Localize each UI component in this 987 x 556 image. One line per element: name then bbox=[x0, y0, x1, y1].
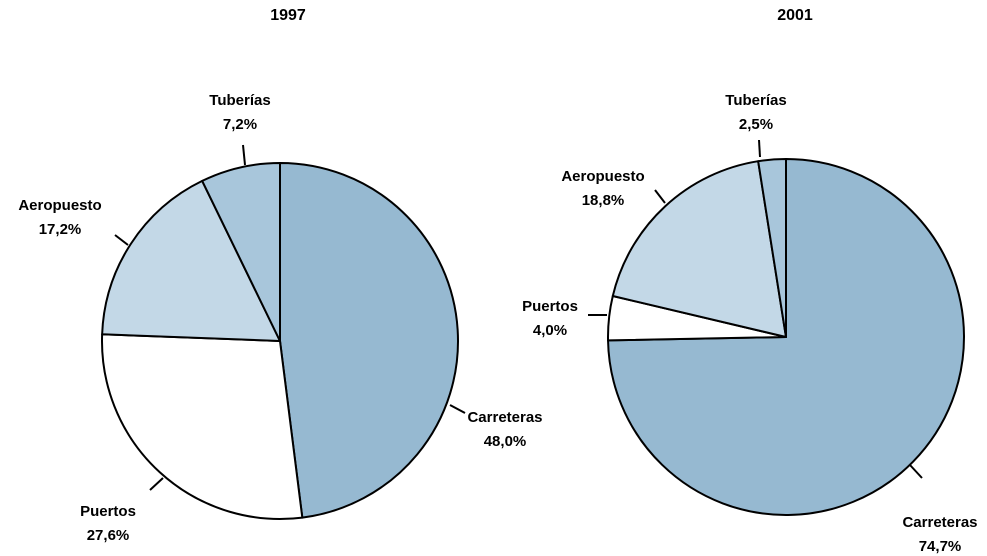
pie-slice bbox=[611, 160, 787, 338]
leader-line bbox=[654, 189, 666, 204]
slice-label: Aeropuesto bbox=[18, 197, 101, 214]
leader-line bbox=[114, 234, 129, 246]
slice-label: Carreteras bbox=[902, 514, 977, 531]
chart-title: 1997 bbox=[270, 7, 306, 24]
slice-value-label: 4,0% bbox=[533, 322, 567, 339]
leader-line bbox=[909, 464, 923, 479]
pie-slice bbox=[279, 162, 459, 519]
slice-value-label: 74,7% bbox=[919, 538, 962, 555]
leader-line bbox=[149, 477, 164, 491]
slice-value-label: 17,2% bbox=[39, 221, 82, 238]
slice-label: Puertos bbox=[80, 503, 136, 520]
leader-line bbox=[449, 404, 466, 414]
chart-title: 2001 bbox=[777, 7, 813, 24]
slice-label: Carreteras bbox=[467, 409, 542, 426]
slice-value-label: 27,6% bbox=[87, 527, 130, 544]
slice-value-label: 18,8% bbox=[582, 192, 625, 209]
pie-slice bbox=[101, 333, 304, 520]
slice-value-label: 48,0% bbox=[484, 433, 527, 450]
pie-slice bbox=[201, 162, 281, 342]
slice-label: Tuberías bbox=[209, 92, 270, 109]
slice-label: Tuberías bbox=[725, 92, 786, 109]
pie-slice bbox=[607, 158, 965, 516]
slice-value-label: 2,5% bbox=[739, 116, 773, 133]
pie-slice bbox=[101, 179, 281, 342]
leader-line bbox=[758, 139, 761, 158]
pie-slice bbox=[757, 158, 787, 338]
leader-line bbox=[242, 144, 246, 166]
slice-label: Puertos bbox=[522, 298, 578, 315]
slice-label: Aeropuesto bbox=[561, 168, 644, 185]
slice-value-label: 7,2% bbox=[223, 116, 257, 133]
